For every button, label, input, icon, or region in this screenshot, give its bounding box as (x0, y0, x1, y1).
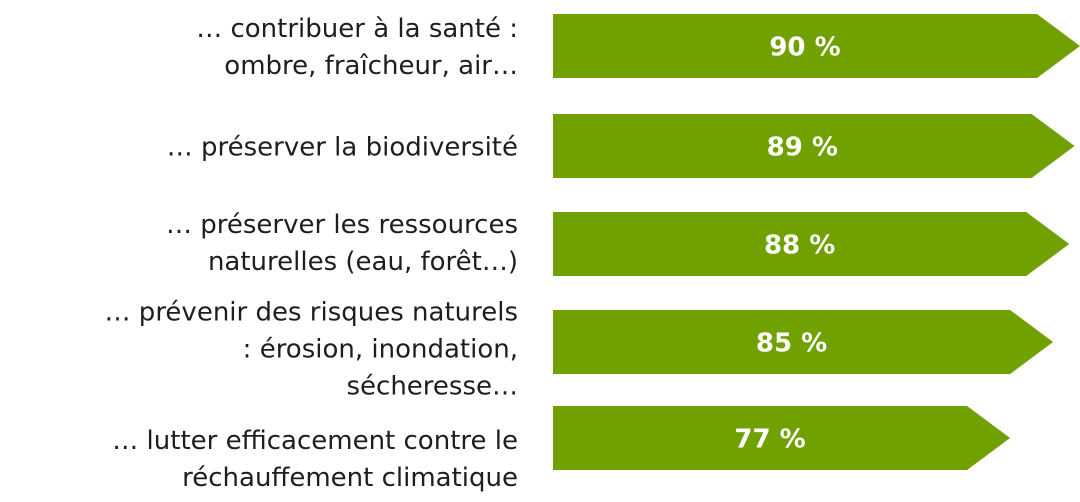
value-label: 85 % (756, 329, 827, 359)
category-label: … préserver la biodiversité (166, 132, 518, 163)
bar (553, 114, 1075, 178)
category-label: … lutter efficacement contre le réchauff… (112, 426, 518, 493)
bar (553, 406, 1011, 470)
category-label: … contribuer à la santé : ombre, fraîche… (196, 14, 518, 81)
value-label: 77 % (734, 425, 805, 455)
value-label: 90 % (769, 33, 840, 63)
bar (553, 212, 1070, 276)
bar (553, 14, 1080, 78)
value-label: 89 % (767, 133, 838, 163)
bar (553, 310, 1054, 374)
value-label: 88 % (764, 231, 835, 261)
category-label: … prévenir des risques naturels : érosio… (104, 297, 518, 402)
category-label: … préserver les ressources naturelles (e… (165, 210, 518, 277)
